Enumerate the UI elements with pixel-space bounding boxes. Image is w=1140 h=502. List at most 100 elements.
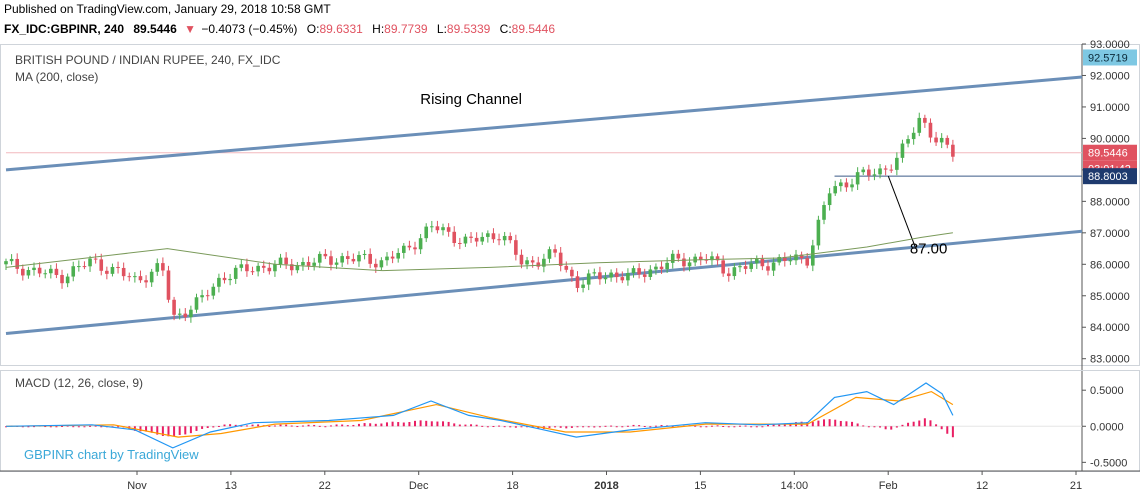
price-tick-label: 83.0000 — [1090, 354, 1130, 366]
candle-body — [732, 267, 737, 277]
macd-histogram-bar — [576, 426, 579, 428]
macd-histogram-bar — [66, 425, 69, 427]
macd-histogram-bar — [357, 423, 360, 427]
candle-body — [334, 262, 339, 265]
macd-histogram-bar — [453, 423, 456, 427]
macd-histogram-bar — [346, 425, 349, 427]
macd-histogram-bar — [380, 423, 383, 427]
candle-body — [32, 267, 36, 271]
macd-histogram-bar — [615, 426, 618, 428]
candle-body — [463, 236, 468, 244]
candle-body — [648, 269, 653, 277]
macd-histogram-bar — [817, 420, 820, 427]
close-value: 89.5446 — [512, 22, 556, 36]
candle-body — [850, 184, 854, 188]
candle-body — [144, 280, 148, 283]
price-tag: 88.8003 — [1083, 168, 1137, 185]
candle-body — [217, 277, 221, 287]
macd-histogram-bar — [918, 420, 921, 427]
macd-histogram-bar — [72, 426, 75, 428]
macd-histogram-bar — [414, 420, 417, 427]
candle-body — [934, 137, 938, 143]
price-tag-box — [1083, 168, 1137, 185]
candle-body — [4, 261, 8, 265]
candle-body — [435, 226, 440, 231]
macd-histogram-bar — [514, 426, 517, 428]
time-axis[interactable]: Nov 13 22 Dec 18 2018 15 14:00 Feb 12 21 — [0, 470, 1140, 492]
price-tick-label: 84.0000 — [1090, 322, 1130, 334]
macd-histogram-bar — [442, 421, 445, 427]
time-tick-label: 13 — [225, 480, 237, 492]
macd-histogram-bar — [100, 426, 103, 428]
macd-histogram-bar — [156, 426, 159, 435]
candle-body — [525, 260, 529, 265]
time-tick-label: 18 — [506, 480, 518, 492]
macd-histogram-bar — [823, 419, 826, 427]
candle-body — [553, 249, 557, 253]
candle-body — [542, 258, 546, 267]
candle-body — [598, 272, 602, 280]
candle-body — [49, 268, 53, 274]
macd-histogram-bar — [828, 419, 831, 427]
macd-histogram-bar — [307, 424, 310, 427]
candle-body — [362, 253, 367, 255]
candle-body — [951, 144, 955, 157]
macd-histogram-bar — [458, 424, 461, 427]
macd-histogram-bar — [582, 426, 585, 428]
macd-histogram-bar — [313, 424, 316, 427]
candle-body — [609, 272, 613, 278]
candle-body — [99, 259, 104, 271]
candle-body — [710, 256, 714, 261]
price-tick-label: 91.0000 — [1090, 102, 1130, 114]
macd-histogram-bar — [873, 426, 876, 428]
macd-histogram-bar — [77, 426, 80, 428]
candle-body — [844, 182, 849, 188]
candle-body — [43, 273, 48, 275]
macd-histogram-bar — [161, 426, 164, 436]
candle-body — [222, 277, 227, 281]
candle-body — [267, 267, 272, 272]
candle-body — [911, 132, 916, 140]
close-label: C: — [500, 22, 512, 36]
macd-histogram-bar — [240, 425, 243, 427]
candle-body — [754, 258, 759, 264]
macd-histogram-bar — [811, 421, 814, 427]
candle-body — [295, 265, 300, 271]
candle-body — [26, 270, 31, 276]
price-pane[interactable]: 93.000092.000091.000090.000089.000088.00… — [0, 39, 1140, 471]
candle-body — [357, 254, 361, 262]
macd-histogram-bar — [33, 426, 36, 428]
macd-histogram-bar — [217, 425, 220, 427]
macd-histogram-bar — [150, 426, 153, 433]
macd-histogram-bar — [408, 422, 411, 427]
macd-histogram-bar — [273, 425, 276, 427]
candle-body — [654, 266, 658, 270]
candle-body — [620, 277, 625, 281]
candle-body — [166, 270, 171, 300]
macd-histogram-bar — [912, 421, 915, 427]
candle-body — [575, 276, 580, 288]
macd-histogram-bar — [598, 426, 601, 428]
macd-histogram-bar — [660, 425, 663, 427]
macd-histogram-bar — [61, 425, 64, 427]
macd-histogram-bar — [268, 425, 271, 427]
macd-histogram-bar — [710, 425, 713, 427]
candle-body — [570, 269, 574, 277]
candle-body — [760, 258, 765, 267]
macd-histogram-bar — [206, 426, 209, 429]
macd-histogram-bar — [699, 426, 702, 428]
candle-body — [256, 265, 260, 272]
candle-body — [766, 266, 770, 271]
candle-body — [368, 253, 372, 264]
symbol: FX_IDC:GBPINR, 240 — [4, 22, 124, 36]
macd-histogram-bar — [867, 426, 870, 428]
candle-body — [895, 157, 899, 170]
candle-body — [385, 256, 389, 261]
candle-body — [469, 236, 473, 238]
macd-histogram-bar — [201, 426, 204, 429]
candle-body — [738, 266, 742, 268]
macd-histogram-bar — [761, 426, 764, 428]
candle-body — [317, 253, 322, 263]
candle-body — [726, 273, 731, 277]
macd-histogram-bar — [385, 422, 388, 427]
